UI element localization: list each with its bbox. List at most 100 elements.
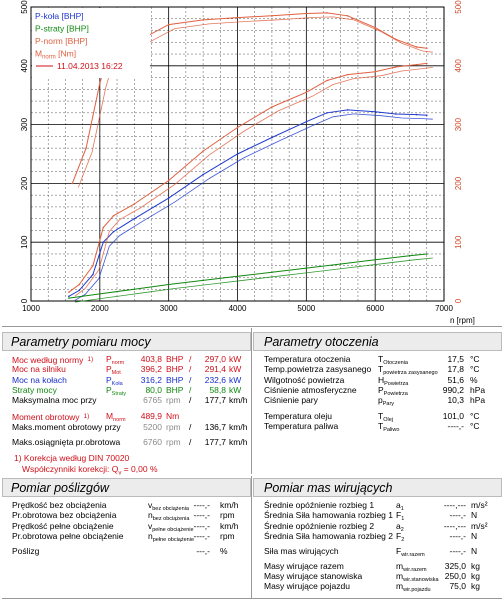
- legend-entry: P-norm [BHP]: [35, 36, 87, 46]
- series-point: [271, 136, 273, 139]
- series-line-secondary: [74, 113, 433, 301]
- series-point: [395, 113, 397, 115]
- x-tick-label: 5000: [297, 304, 315, 313]
- moc-value-2: 58,8: [209, 384, 226, 395]
- series-point: [236, 153, 239, 155]
- poslizg-label: Poślizg: [12, 546, 40, 557]
- series-point: [133, 203, 136, 205]
- series-point: [271, 106, 273, 108]
- section-header-otoczenia: Parametry otoczenia: [253, 332, 502, 351]
- series-point: [374, 110, 376, 113]
- series-point: [78, 289, 80, 292]
- poslizg-label: Prędkość pełne obciążenie: [12, 520, 114, 531]
- mas-unit: m/s²: [471, 500, 488, 510]
- otoczenie-unit: °C: [470, 410, 480, 421]
- symbol: TOtoczenia: [378, 354, 408, 366]
- moc-unit-1: rpm: [166, 395, 181, 406]
- moc-rpm-sep: /: [189, 436, 192, 447]
- mas-label: Masy wirujące razem: [264, 560, 344, 571]
- series-line-secondary: [74, 257, 433, 303]
- poslizg-value: ---,-: [196, 546, 210, 557]
- poslizg-value: ----,-: [193, 510, 210, 521]
- divider-top: [2, 326, 502, 327]
- series-point: [374, 259, 376, 261]
- series-point: [133, 217, 136, 220]
- moc-unit-2: kW: [229, 384, 242, 395]
- symbol: Pnorm: [106, 354, 125, 366]
- mas-value: ----,-: [449, 530, 466, 541]
- y-left-tick-label: 100: [20, 235, 29, 249]
- y-left-tick-label: 200: [20, 176, 29, 190]
- moc-unit-2: kW: [229, 364, 242, 375]
- series-point: [167, 197, 170, 199]
- legend-entry: P-koła [BHP]: [35, 11, 84, 21]
- moc-value-2: 291,4: [204, 364, 226, 375]
- mas-unit: N: [471, 546, 478, 557]
- series-point: [305, 120, 308, 123]
- moc-unit-1: BHP: [166, 374, 184, 385]
- moc-sep: /: [189, 384, 192, 395]
- series-point: [236, 126, 239, 129]
- section-header-mas: Pomiar mas wirujących: [253, 478, 502, 497]
- moc-rpm-label: Maks.moment obrotowy przy: [12, 421, 121, 432]
- mas-label: Siła mas wirujących: [264, 546, 339, 557]
- otoczenie-label: Ciśnienie atmosferyczne: [264, 384, 357, 395]
- symbol: F1: [396, 510, 405, 523]
- mas-label: Masy wirujące pojazdu: [264, 581, 350, 592]
- series-point: [71, 182, 74, 185]
- series-point: [102, 226, 105, 229]
- symbol: mwir.pojazdu: [396, 581, 431, 594]
- moc-speed-unit: km/h: [229, 436, 248, 447]
- series-point: [202, 19, 204, 21]
- series-point: [85, 147, 87, 149]
- divider-vertical-bottom: [251, 476, 252, 598]
- otoczenie-value: 51,6: [447, 374, 464, 385]
- series-point: [305, 12, 308, 15]
- moment-value: 489,9: [140, 410, 162, 421]
- moc-row-label: Maksymalna moc przy: [12, 395, 97, 406]
- symbol: TPaliwo: [378, 420, 400, 433]
- moc-sep: /: [189, 374, 192, 385]
- divider-bottom: [2, 598, 502, 599]
- series-point: [271, 15, 273, 17]
- poslizg-value: ----,-: [193, 500, 210, 510]
- series-point: [236, 16, 239, 19]
- poslizg-unit: %: [220, 546, 228, 557]
- moc-value-1: 396,2: [140, 364, 162, 375]
- y-right-tick-label: 300: [454, 117, 463, 131]
- moc-rpm-value: 5200: [143, 421, 162, 432]
- y-left-tick-label: 400: [20, 59, 29, 73]
- otoczenie-label: Wilgotność powietrza: [264, 374, 345, 385]
- moc-unit-2: kW: [229, 374, 242, 385]
- y-right-tick-label: 200: [454, 176, 463, 190]
- symbol: nbez obciążenia: [148, 510, 190, 523]
- x-tick-label: 4000: [229, 304, 247, 313]
- series-point: [99, 293, 101, 295]
- poslizg-label: Pr.obrotowa pełne obciążenie: [12, 530, 124, 541]
- y-right-tick-label: 400: [454, 59, 463, 73]
- otoczenie-unit: hPa: [470, 384, 486, 395]
- otoczenie-value: 10,3: [447, 395, 464, 406]
- mas-value: 250,0: [444, 570, 466, 581]
- series-point: [167, 23, 170, 26]
- moc-rpm-unit: rpm: [166, 421, 181, 432]
- series-line: [68, 253, 427, 299]
- otoczenie-unit: °C: [470, 420, 480, 431]
- y-right-tick-label: 500: [454, 0, 463, 14]
- series-point: [92, 273, 94, 276]
- moc-row-label: Moc według normy 1): [12, 355, 94, 365]
- y-left-tick-label: 500: [20, 0, 29, 14]
- mas-label: Średnia Siła hamowania rozbieg 1: [264, 510, 393, 521]
- symbol: a1: [396, 500, 404, 512]
- symbol: vpełne obciążenie: [148, 520, 194, 533]
- wspolczynniki-note: Współczynniki korekcji: Qv = 0,00 %: [22, 463, 158, 477]
- x-axis-label: n [rpm]: [450, 316, 475, 325]
- series-point: [112, 214, 115, 217]
- moc-row-label: Straty mocy: [12, 384, 57, 395]
- symbol: vbez obciążenia: [148, 500, 189, 512]
- series-point: [167, 283, 170, 286]
- otoczenie-unit: hPa: [470, 395, 486, 406]
- moc-unit-2: kW: [229, 354, 242, 364]
- moc-value-1: 316,2: [140, 374, 162, 385]
- moc-unit-1: BHP: [166, 364, 184, 375]
